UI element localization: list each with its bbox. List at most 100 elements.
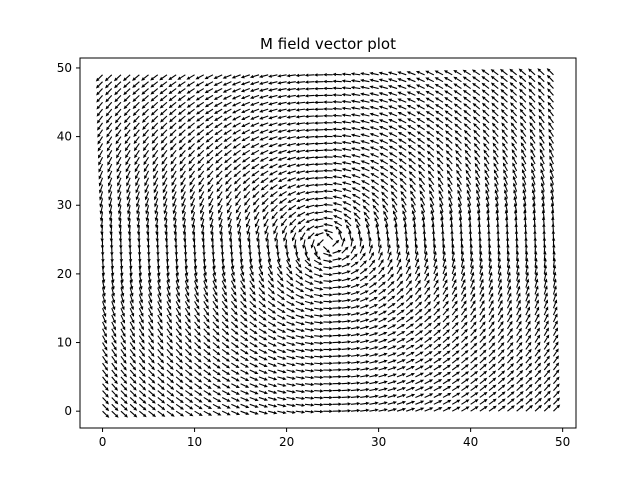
- vector-arrow: [374, 217, 380, 227]
- vector-arrow: [166, 287, 171, 297]
- vector-arrow: [497, 327, 504, 336]
- vector-arrow: [199, 205, 205, 215]
- vector-arrow: [488, 306, 494, 316]
- vector-arrow: [323, 409, 333, 414]
- vector-arrow: [144, 191, 150, 201]
- vector-arrow: [488, 250, 492, 261]
- vector-arrow: [272, 218, 278, 227]
- vector-arrow: [107, 170, 113, 180]
- vector-arrow: [229, 239, 233, 250]
- vector-arrow: [195, 101, 205, 108]
- vector-arrow: [497, 306, 503, 316]
- vector-arrow: [438, 189, 444, 199]
- vector-arrow: [212, 355, 221, 363]
- vector-arrow: [534, 355, 541, 364]
- vector-arrow: [436, 150, 444, 158]
- vector-arrow: [369, 318, 379, 323]
- vector-arrow: [361, 186, 370, 192]
- vector-arrow: [129, 403, 138, 411]
- vector-arrow: [350, 85, 361, 90]
- vector-arrow: [111, 376, 118, 385]
- vector-arrow: [389, 178, 398, 186]
- vector-arrow: [491, 122, 499, 131]
- vector-arrow: [249, 266, 254, 276]
- vector-arrow: [186, 94, 195, 101]
- vector-arrow: [444, 103, 453, 110]
- vector-arrow: [543, 383, 551, 391]
- vector-arrow: [184, 287, 190, 297]
- vector-arrow: [506, 285, 512, 295]
- vector-arrow: [268, 94, 278, 99]
- vector-arrow: [145, 205, 150, 215]
- vector-arrow: [314, 321, 324, 325]
- vector-arrow: [117, 198, 122, 208]
- vector-arrow: [286, 156, 296, 161]
- vector-arrow: [437, 170, 444, 179]
- vector-arrow: [201, 239, 206, 250]
- vector-arrow: [415, 315, 423, 323]
- vector-arrow: [277, 142, 287, 147]
- vector-arrow: [369, 85, 379, 90]
- vector-arrow: [230, 273, 236, 283]
- vector-arrow: [424, 250, 428, 261]
- vector-arrow: [369, 325, 379, 330]
- vector-arrow: [350, 113, 361, 117]
- vector-arrow: [291, 232, 297, 242]
- vector-arrow: [148, 349, 155, 357]
- vector-arrow: [397, 84, 407, 90]
- vector-arrow: [369, 99, 379, 103]
- vector-arrow: [267, 335, 277, 340]
- vector-arrow: [120, 397, 128, 405]
- vector-arrow: [378, 366, 388, 371]
- vector-arrow: [446, 163, 453, 172]
- vector-arrow: [525, 313, 531, 323]
- vector-arrow: [259, 94, 269, 99]
- vector-arrow: [332, 257, 342, 261]
- vector-arrow: [144, 170, 150, 180]
- vector-arrow: [433, 257, 438, 268]
- vector-arrow: [152, 163, 159, 173]
- vector-arrow: [341, 409, 352, 413]
- vector-arrow: [151, 129, 159, 137]
- vector-arrow: [172, 211, 177, 222]
- vector-arrow: [138, 349, 146, 357]
- vector-arrow: [252, 198, 260, 206]
- vector-arrow: [484, 162, 490, 172]
- vector-arrow: [157, 403, 166, 411]
- vector-arrow: [216, 177, 223, 186]
- vector-arrow: [384, 223, 389, 233]
- vector-arrow: [332, 388, 343, 393]
- vector-arrow: [213, 88, 223, 93]
- vector-arrow: [212, 280, 217, 290]
- vector-arrow: [251, 163, 260, 170]
- vector-arrow: [227, 211, 232, 221]
- vector-arrow: [397, 118, 407, 124]
- vector-arrow: [138, 301, 144, 311]
- vector-arrow: [442, 279, 448, 288]
- vector-arrow: [506, 271, 511, 281]
- vector-arrow: [277, 335, 287, 340]
- vector-arrow: [341, 340, 352, 344]
- vector-arrow: [138, 335, 145, 344]
- vector-arrow: [387, 338, 397, 344]
- vector-arrow: [184, 301, 190, 310]
- vector-arrow: [525, 362, 533, 371]
- vector-arrow: [488, 314, 495, 323]
- vector-arrow: [175, 280, 180, 290]
- vector-arrow: [368, 259, 376, 268]
- vector-arrow: [295, 280, 304, 286]
- vector-arrow: [398, 138, 407, 144]
- vector-arrow: [120, 410, 128, 418]
- vector-arrow: [350, 92, 361, 97]
- vector-arrow: [99, 191, 104, 201]
- vector-arrow: [323, 327, 333, 331]
- vector-arrow: [240, 342, 249, 348]
- vector-arrow: [304, 375, 315, 380]
- vector-arrow: [124, 122, 131, 131]
- vector-arrow: [240, 403, 250, 409]
- vector-arrow: [378, 345, 388, 350]
- vector-arrow: [341, 79, 352, 83]
- vector-arrow: [221, 383, 231, 389]
- vector-arrow: [148, 280, 152, 290]
- vector-arrow: [552, 348, 559, 357]
